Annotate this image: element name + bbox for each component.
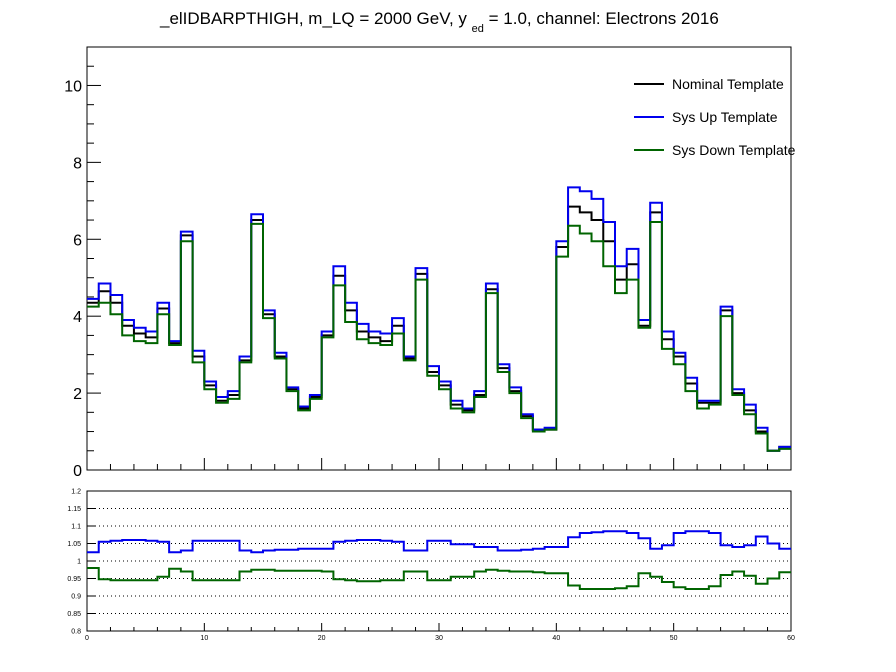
- chart-title-main: _elIDBARPTHIGH, m_LQ = 2000 GeV, y: [159, 9, 467, 28]
- ratio-y-tick-label: 0.8: [71, 629, 81, 636]
- ratio-x-tick-label: 0: [85, 635, 89, 642]
- chart-title-subscript: ed: [472, 23, 484, 35]
- chart-title: _elIDBARPTHIGH, m_LQ = 2000 GeV, y ed = …: [159, 9, 719, 36]
- ratio-x-tick-label: 30: [435, 635, 443, 642]
- main-y-tick-label: 10: [64, 78, 82, 95]
- chart-title-suffix: = 1.0, channel: Electrons 2016: [489, 9, 719, 28]
- legend: Nominal Template Sys Up Template Sys Down …: [634, 76, 796, 158]
- main-y-tick-label: 6: [73, 232, 82, 249]
- ratio-y-tick-label: 0.95: [67, 576, 81, 583]
- ratio-series-line-0: [87, 530, 791, 554]
- legend-label-0: Nominal Template: [672, 76, 784, 92]
- main-y-tick-label: 4: [73, 309, 82, 326]
- ratio-y-tick-label: 1.15: [67, 506, 81, 513]
- ratio-y-tick-label: 0.9: [71, 594, 81, 601]
- ratio-x-tick-label: 10: [200, 635, 208, 642]
- ratio-x-tick-label: 60: [787, 635, 795, 642]
- legend-label-1: Sys Up Template: [672, 109, 778, 125]
- ratio-x-tick-label: 50: [670, 635, 678, 642]
- ratio-y-tick-label: 1.2: [71, 489, 81, 496]
- ratio-series-line-1: [87, 567, 791, 590]
- ratio-y-tick-label: 1.1: [71, 524, 81, 531]
- ratio-panel: 0.8 0.85 0.9 0.95 1 1.05 1.1 1.15 1.2 0 10 20 30 40 50…: [67, 489, 795, 643]
- legend-label-2: Sys Down Template: [672, 142, 796, 158]
- main-y-tick-label: 8: [73, 155, 82, 172]
- ratio-y-tick-label: 1: [77, 559, 81, 566]
- main-y-tick-label: 2: [73, 386, 82, 403]
- ratio-y-tick-label: 0.85: [67, 611, 81, 618]
- main-panel: 0 2 4 6 8 10: [64, 46, 792, 480]
- ratio-x-tick-label: 20: [318, 635, 326, 642]
- ratio-x-tick-label: 40: [552, 635, 560, 642]
- main-y-tick-label: 0: [73, 463, 82, 480]
- series-line-2: [87, 220, 791, 452]
- ratio-y-tick-label: 1.05: [67, 541, 81, 548]
